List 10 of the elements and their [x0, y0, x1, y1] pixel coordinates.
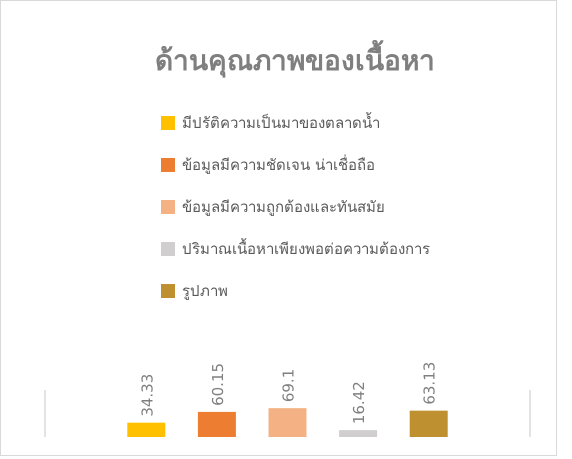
legend-label: มีปรัติความเป็นมาของตลาดน้ำ [182, 112, 380, 132]
data-label: 63.13 [420, 362, 439, 405]
legend-label: ปริมาณเนื้อหาเพียงพอต่อความต้องการ [182, 238, 430, 258]
data-label: 16.42 [350, 381, 368, 424]
data-label: 34.33 [138, 374, 156, 417]
legend-label: รูปภาพ [182, 282, 228, 300]
legend-label: ข้อมูลมีความชัดเจน น่าเชื่อถือ [182, 154, 375, 174]
data-label: 69.1 [280, 368, 298, 402]
legend-label: ข้อมูลมีความถูกต้องและทันสมัย [182, 198, 385, 216]
data-label: 60.15 [208, 362, 227, 406]
